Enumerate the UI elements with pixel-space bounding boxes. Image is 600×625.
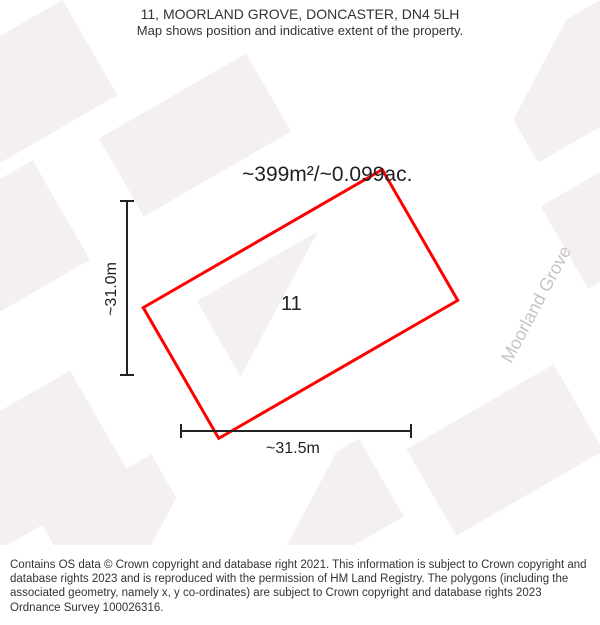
background-building	[99, 54, 291, 217]
background-building	[406, 364, 600, 536]
horizontal-dimension-label: ~31.5m	[266, 440, 320, 458]
page-subtitle: Map shows position and indicative extent…	[10, 23, 590, 38]
header: 11, MOORLAND GROVE, DONCASTER, DN4 5LH M…	[0, 0, 600, 40]
horizontal-dimension-cap-left	[180, 424, 182, 438]
vertical-dimension-cap-bottom	[120, 374, 134, 376]
road-name-label: Moorland Grove	[497, 243, 576, 367]
horizontal-dimension-line	[180, 430, 412, 432]
map-area: Moorland Grove ~399m²/~0.099ac. 11 ~31.0…	[0, 0, 600, 545]
copyright-footer: Contains OS data © Crown copyright and d…	[0, 552, 600, 625]
page-title: 11, MOORLAND GROVE, DONCASTER, DN4 5LH	[10, 6, 590, 22]
vertical-dimension-label: ~31.0m	[103, 262, 121, 316]
horizontal-dimension-cap-right	[410, 424, 412, 438]
vertical-dimension-cap-top	[120, 200, 134, 202]
property-number-label: 11	[281, 293, 302, 316]
background-building	[0, 160, 90, 325]
area-measurement-label: ~399m²/~0.099ac.	[242, 163, 412, 187]
vertical-dimension-line	[126, 200, 128, 376]
